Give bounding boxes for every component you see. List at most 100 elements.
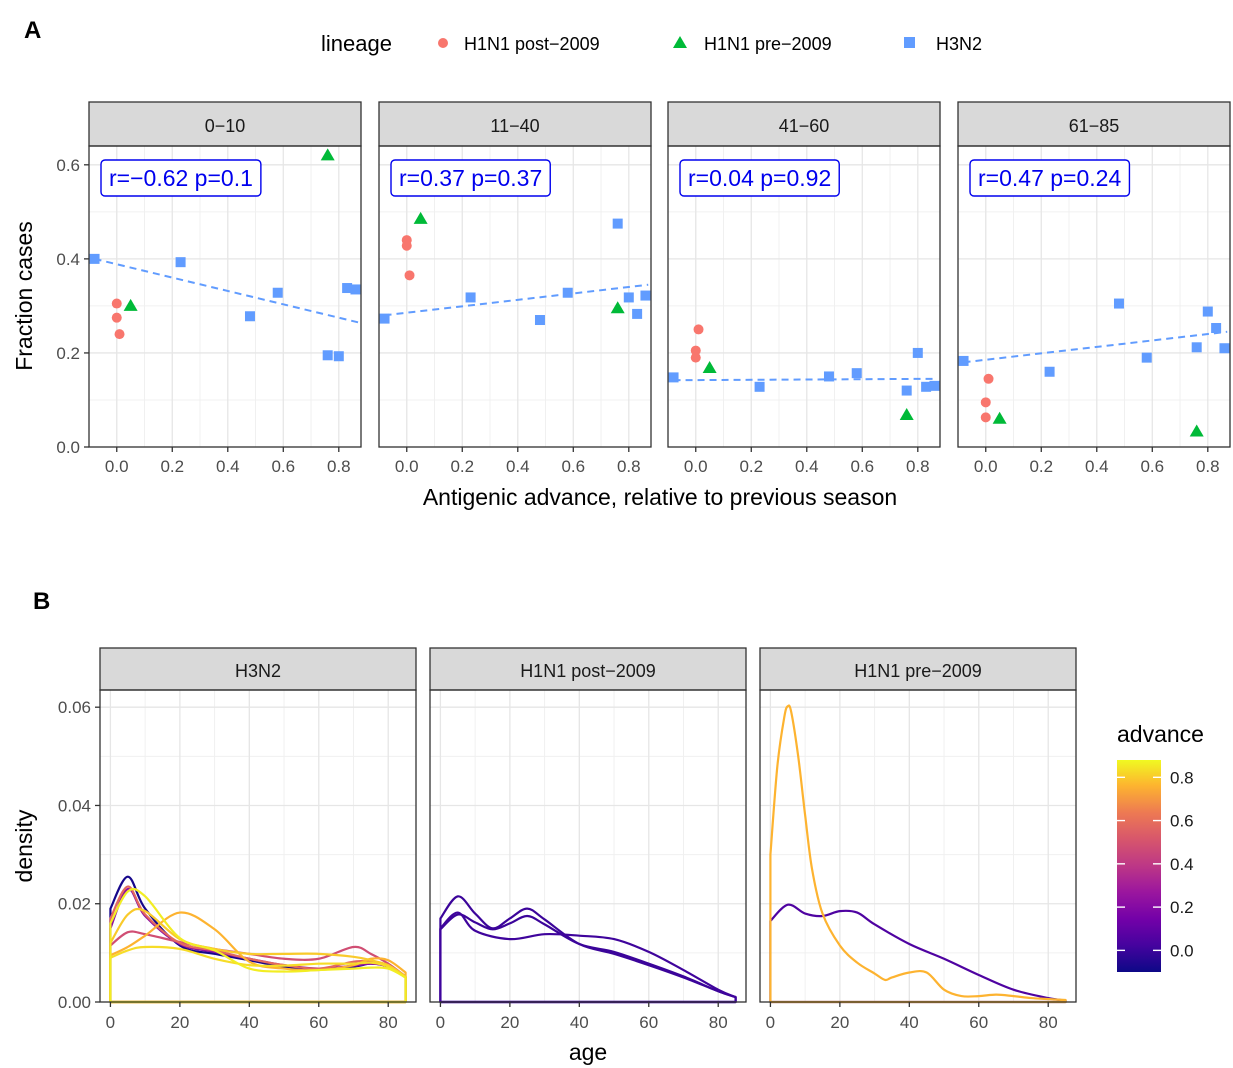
data-point-h1n1-pre-2009 — [992, 411, 1007, 424]
x-tick-label: 0.8 — [327, 457, 351, 476]
data-point-h3n2 — [623, 292, 634, 303]
data-point-h3n2 — [1044, 366, 1055, 377]
colorbar-tick-label: 0.6 — [1170, 812, 1194, 831]
facet-strip — [99, 647, 417, 691]
density-curve — [109, 945, 407, 1004]
x-tick-label: 0.6 — [271, 457, 295, 476]
data-point-h3n2 — [1219, 343, 1230, 354]
panel-b-facets: H3N2 0 20 40 60 80 0.00 0.02 0.04 0.06 H1N1 post−2… — [58, 647, 1077, 1032]
legend-label-h3n2: H3N2 — [936, 34, 982, 54]
data-point-h1n1-pre-2009 — [413, 211, 428, 224]
y-tick-label: 0.0 — [56, 438, 80, 457]
x-tick-label: 20 — [170, 1013, 189, 1032]
x-tick-label: 0.4 — [506, 457, 530, 476]
fit-line — [94, 257, 359, 324]
advance-colorbar: advance 0.0 0.2 0.4 0.6 0.8 — [1117, 721, 1204, 972]
data-point-h1n1-post-2009 — [980, 397, 991, 408]
facet-border — [759, 689, 1077, 1003]
colorbar-ticks: 0.0 0.2 0.4 0.6 0.8 — [1117, 768, 1194, 960]
data-point-h3n2 — [632, 308, 643, 319]
facet-border — [429, 689, 747, 1003]
data-point-h3n2 — [1202, 306, 1213, 317]
facet-61-85: r=0.47 p=0.24 61−85 0.0 0.2 0.4 0.6 0.8 — [957, 101, 1231, 476]
x-tick-label: 60 — [969, 1013, 988, 1032]
x-tick-label: 0.2 — [160, 457, 184, 476]
facet-strip — [378, 101, 652, 147]
correlation-annotation: r=0.04 p=0.92 — [688, 165, 831, 191]
data-point-h3n2 — [342, 283, 353, 294]
x-tick-label: 0.2 — [739, 457, 763, 476]
colorbar-tick-label: 0.0 — [1170, 941, 1194, 960]
x-tick-label: 60 — [639, 1013, 658, 1032]
x-tick-label: 0.6 — [561, 457, 585, 476]
data-point-h3n2 — [89, 253, 100, 264]
data-point-h1n1-post-2009 — [404, 270, 415, 281]
panel-a-xlabel: Antigenic advance, relative to previous … — [423, 484, 897, 510]
x-tick-label: 0.0 — [105, 457, 129, 476]
facet-border — [957, 145, 1231, 448]
correlation-annotation-box — [969, 159, 1131, 197]
data-point-h3n2 — [333, 351, 344, 362]
data-point-h3n2 — [534, 315, 545, 326]
data-point-h3n2 — [272, 287, 283, 298]
x-tick-label: 40 — [570, 1013, 589, 1032]
legend-key-triangle — [673, 36, 687, 48]
data-point-h3n2 — [1113, 298, 1124, 309]
density-curve — [769, 903, 1067, 1004]
data-point-h3n2 — [929, 380, 940, 391]
y-tick-label: 0.04 — [58, 796, 91, 815]
data-point-h3n2 — [562, 287, 573, 298]
data-point-h1n1-pre-2009 — [1189, 424, 1204, 437]
data-point-h1n1-pre-2009 — [123, 298, 138, 311]
data-point-h1n1-post-2009 — [114, 329, 125, 340]
facet-strip-label: H1N1 post−2009 — [520, 661, 656, 681]
density-curve — [109, 911, 407, 1004]
facet-41-60: r=0.04 p=0.92 41−60 0.0 0.2 0.4 0.6 0.8 — [667, 101, 941, 476]
data-point-h1n1-post-2009 — [401, 240, 412, 251]
panel-b-xlabel: age — [569, 1039, 607, 1065]
data-point-h3n2 — [754, 381, 765, 392]
legend-title: lineage — [321, 31, 392, 56]
y-tick-label: 0.02 — [58, 895, 91, 914]
data-point-h3n2 — [958, 355, 969, 366]
x-tick-label: 0 — [436, 1013, 445, 1032]
facet-border — [99, 689, 417, 1003]
x-tick-label: 40 — [240, 1013, 259, 1032]
x-tick-label: 0.2 — [450, 457, 474, 476]
x-tick-label: 0.4 — [216, 457, 240, 476]
data-point-h3n2 — [465, 292, 476, 303]
fit-line — [673, 377, 938, 382]
x-tick-label: 20 — [500, 1013, 519, 1032]
x-tick-label: 20 — [830, 1013, 849, 1032]
correlation-annotation-box — [679, 159, 840, 197]
facet-background — [760, 690, 1076, 1002]
colorbar-gradient — [1117, 760, 1161, 972]
colorbar-title: advance — [1117, 721, 1204, 747]
data-point-h3n2 — [244, 311, 255, 322]
data-point-h3n2 — [668, 372, 679, 383]
y-tick-label: 0.2 — [56, 344, 80, 363]
legend-label-h1n1-pre: H1N1 pre−2009 — [704, 34, 832, 54]
x-tick-label: 0.6 — [850, 457, 874, 476]
facet-strip-label: 41−60 — [779, 116, 830, 136]
x-tick-label: 0.8 — [1196, 457, 1220, 476]
data-point-h1n1-pre-2009 — [610, 301, 625, 314]
data-point-h3n2 — [350, 284, 361, 295]
data-point-h3n2 — [912, 347, 923, 358]
x-tick-label: 0.0 — [395, 457, 419, 476]
density-curve — [769, 704, 1067, 1004]
facet-strip — [667, 101, 941, 147]
y-tick-label: 0.06 — [58, 698, 91, 717]
panel-a-facets: r=−0.62 p=0.1 0−10 0.0 0.2 0.4 0.6 0.8 0.0 0.2 0.… — [56, 101, 1231, 476]
colorbar-tick-label: 0.2 — [1170, 898, 1194, 917]
correlation-annotation: r=−0.62 p=0.1 — [109, 165, 253, 191]
facet-strip-label: H3N2 — [235, 661, 281, 681]
panel-a-tag: A — [24, 17, 41, 44]
facet-0-10: r=−0.62 p=0.1 0−10 0.0 0.2 0.4 0.6 0.8 0.0 0.2 0.… — [56, 101, 362, 476]
facet-border — [88, 145, 362, 448]
data-point-h1n1-pre-2009 — [320, 148, 335, 161]
facet-strip-label: 11−40 — [490, 116, 539, 136]
x-tick-label: 80 — [709, 1013, 728, 1032]
data-point-h1n1-post-2009 — [693, 324, 704, 335]
